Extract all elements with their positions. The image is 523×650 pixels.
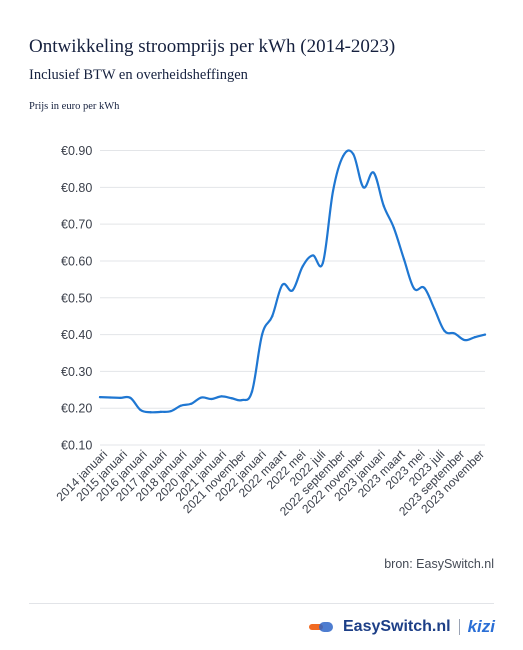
y-tick-label: €0.60	[61, 254, 92, 268]
brand-name: EasySwitch.nl	[343, 618, 451, 635]
data-point	[473, 336, 476, 339]
data-point	[159, 410, 162, 413]
gridlines	[100, 150, 485, 446]
chart-title: Ontwikkeling stroomprijs per kWh (2014-2…	[29, 36, 396, 57]
data-point	[109, 396, 112, 399]
data-point	[190, 402, 193, 405]
y-tick-label: €0.90	[61, 144, 92, 158]
series-lines	[98, 149, 487, 414]
y-axis-unit-label: Prijs in euro per kWh	[29, 101, 120, 112]
data-point	[261, 333, 264, 336]
data-point	[230, 397, 233, 400]
data-point	[433, 307, 436, 310]
data-point	[139, 408, 142, 412]
y-tick-label: €0.40	[61, 328, 92, 342]
y-tick-label: €0.80	[61, 181, 92, 195]
data-point	[463, 338, 466, 342]
partner-logo-kizi: kizi	[467, 617, 495, 636]
y-tick-label: €0.10	[61, 439, 92, 453]
data-point	[453, 332, 456, 335]
data-point	[412, 287, 416, 290]
data-point	[169, 410, 173, 413]
data-point	[240, 398, 243, 402]
data-point	[352, 153, 355, 156]
data-point	[220, 395, 223, 398]
footer-divider	[29, 603, 494, 604]
chart-subtitle: Inclusief BTW en overheidsheffingen	[29, 67, 248, 83]
y-tick-labels: €0.10 €0.20 €0.30 €0.40 €0.50 €0.60 €0.70 €0.80…	[61, 144, 92, 453]
y-tick-label: €0.50	[61, 291, 92, 305]
data-point	[301, 265, 304, 268]
data-point	[200, 396, 203, 399]
data-point	[443, 329, 446, 332]
data-point	[291, 289, 294, 292]
data-point	[250, 390, 254, 393]
data-point	[321, 261, 324, 264]
data-point	[149, 411, 152, 414]
footer-branding: EasySwitch.nl kizi	[309, 614, 495, 640]
data-points	[98, 153, 487, 414]
data-point	[402, 257, 406, 261]
data-point	[98, 396, 102, 399]
source-note: bron: EasySwitch.nl	[384, 557, 494, 571]
data-point	[119, 396, 122, 399]
data-point	[392, 226, 395, 229]
data-point	[483, 333, 487, 336]
data-point	[372, 171, 375, 174]
data-point	[210, 397, 213, 401]
data-point	[311, 254, 314, 257]
y-tick-label: €0.30	[61, 365, 92, 379]
y-tick-label: €0.70	[61, 218, 92, 232]
data-point	[382, 204, 385, 207]
data-point	[281, 283, 284, 286]
data-point	[179, 404, 183, 407]
data-point	[423, 286, 426, 289]
data-point	[331, 189, 335, 193]
easyswitch-logo-icon	[309, 620, 335, 634]
data-point	[362, 186, 365, 189]
brand-separator	[458, 619, 460, 635]
data-point	[271, 315, 274, 318]
data-point	[129, 396, 132, 399]
data-point	[342, 154, 345, 158]
y-tick-label: €0.20	[61, 402, 92, 416]
series-line	[98, 149, 487, 414]
